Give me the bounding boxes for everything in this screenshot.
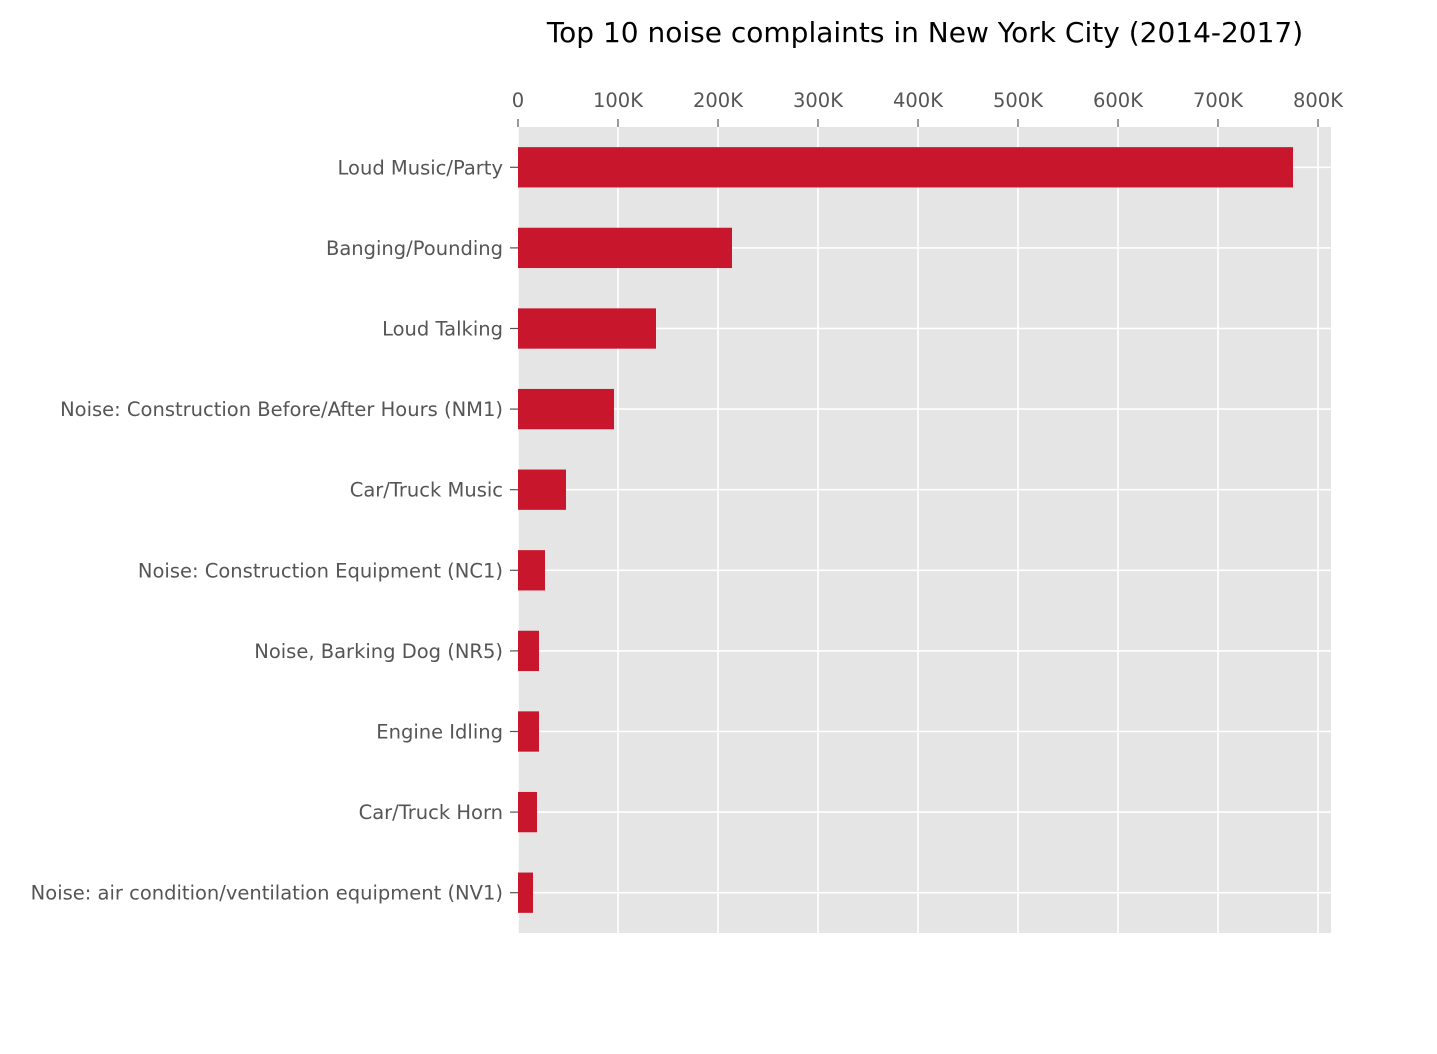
bar-10 [518, 872, 533, 913]
y-tick-label: Car/Truck Horn [359, 801, 503, 824]
bar-4 [518, 388, 614, 430]
bar-2 [518, 227, 732, 269]
y-tick-label: Noise: Construction Before/After Hours (… [60, 398, 503, 421]
y-tick-label: Noise: air condition/ventilation equipme… [31, 882, 503, 905]
x-tick-label: 0 [512, 89, 524, 112]
x-tick-label: 600K [1093, 89, 1144, 112]
bar-8 [518, 711, 539, 752]
bar-9 [518, 791, 537, 833]
y-tick-label: Noise: Construction Equipment (NC1) [138, 559, 503, 582]
chart-title: Top 10 noise complaints in New York City… [546, 16, 1303, 49]
y-tick-label: Loud Talking [382, 318, 503, 341]
bar-6 [518, 550, 545, 591]
y-tick-label: Noise, Barking Dog (NR5) [254, 640, 503, 663]
x-tick-label: 300K [793, 89, 844, 112]
bar-5 [518, 469, 566, 510]
bar-3 [518, 308, 656, 349]
y-tick-label: Loud Music/Party [338, 156, 503, 179]
bar-7 [518, 630, 539, 672]
x-tick-label: 700K [1193, 89, 1244, 112]
y-tick-label: Banging/Pounding [326, 237, 503, 260]
x-tick-label: 400K [893, 89, 944, 112]
bar-1 [518, 147, 1293, 188]
y-tick-label: Car/Truck Music [350, 479, 503, 502]
x-tick-label: 100K [593, 89, 644, 112]
x-tick-label: 200K [693, 89, 744, 112]
x-tick-label: 800K [1293, 89, 1344, 112]
y-tick-label: Engine Idling [376, 721, 503, 744]
x-tick-label: 500K [993, 89, 1044, 112]
